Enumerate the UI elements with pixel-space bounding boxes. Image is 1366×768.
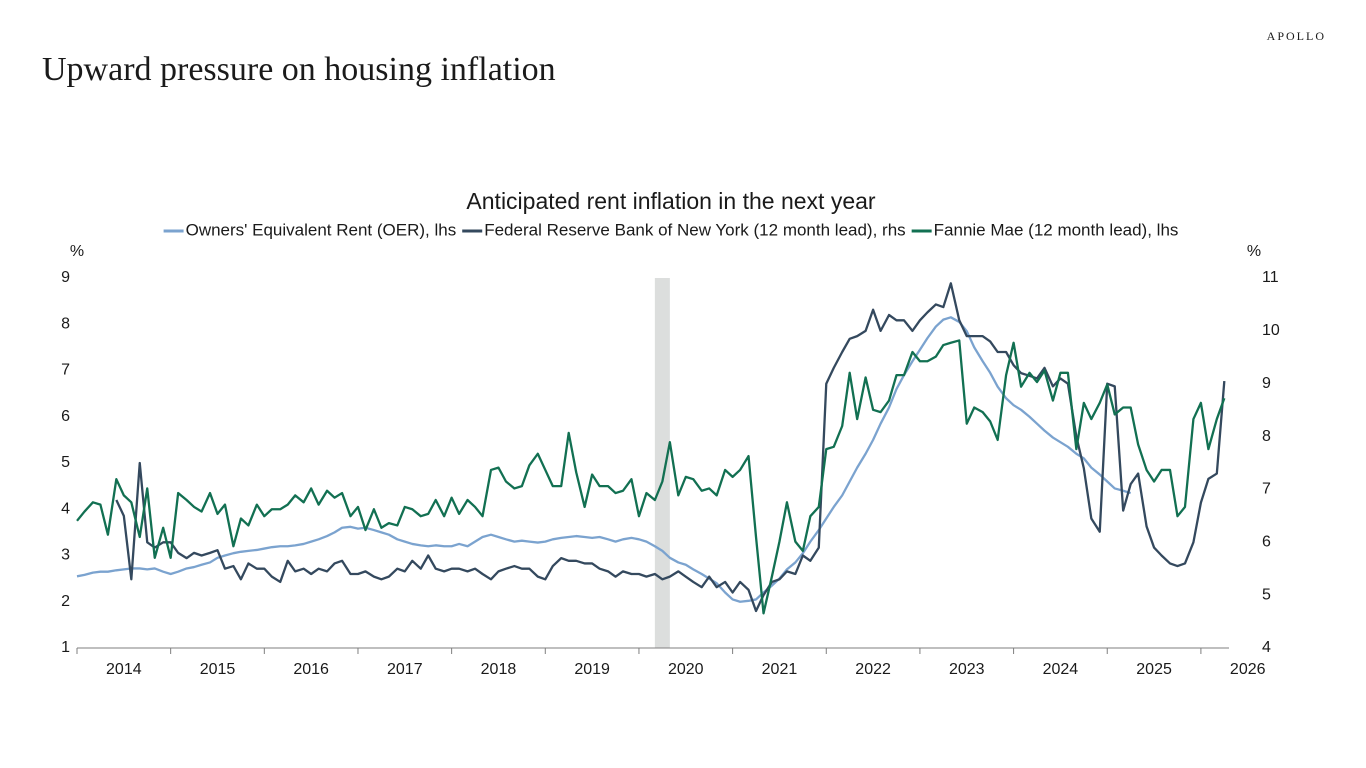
legend-label: Federal Reserve Bank of New York (12 mon… [484,220,905,239]
x-tick-label: 2023 [949,661,985,678]
y-tick-label: 6 [61,408,70,425]
x-tick-label: 2021 [762,661,798,678]
x-tick-label: 2022 [855,661,891,678]
x-tick-label: 2024 [1043,661,1079,678]
x-tick-label: 2026 [1230,661,1266,678]
x-tick-label: 2019 [574,661,610,678]
y-tick-label: 4 [61,500,70,517]
y2-tick-label: 4 [1262,639,1271,656]
y2-tick-label: 10 [1262,322,1280,339]
y-tick-label: 2 [61,593,70,610]
y2-axis-label: % [1247,243,1261,260]
brand: APOLLO [1267,29,1326,43]
legend-label: Owners' Equivalent Rent (OER), lhs [186,220,457,239]
series-line [76,316,1131,603]
series-line [76,339,1226,615]
legend-label: Fannie Mae (12 month lead), lhs [934,220,1179,239]
series-line [115,282,1226,613]
chart-title: Anticipated rent inflation in the next y… [466,188,875,214]
x-tick-label: 2014 [106,661,142,678]
y2-tick-label: 11 [1262,269,1279,286]
y2-tick-label: 9 [1262,375,1271,392]
y-tick-label: 5 [61,454,70,471]
y-tick-label: 3 [61,547,70,564]
x-tick-label: 2025 [1136,661,1172,678]
x-tick-label: 2020 [668,661,704,678]
y2-tick-label: 8 [1262,428,1271,445]
y-axis-label: % [70,243,84,260]
shaded-period [654,278,670,648]
y-tick-label: 8 [61,315,70,332]
x-tick-label: 2018 [481,661,517,678]
y-tick-label: 7 [61,362,70,379]
x-tick-label: 2017 [387,661,423,678]
y2-tick-label: 7 [1262,481,1271,498]
page-title: Upward pressure on housing inflation [42,51,556,88]
x-tick-label: 2016 [293,661,329,678]
y-tick-label: 9 [61,269,70,286]
y-tick-label: 1 [61,639,70,656]
x-tick-label: 2015 [200,661,236,678]
y2-tick-label: 5 [1262,586,1271,603]
y2-tick-label: 6 [1262,534,1271,551]
legend: Owners' Equivalent Rent (OER), lhs Federa… [163,220,1179,239]
